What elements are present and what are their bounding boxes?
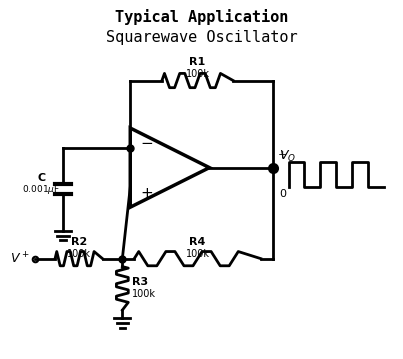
Text: $+$: $+$ (140, 186, 153, 201)
Text: 100k: 100k (67, 249, 91, 259)
Text: R1: R1 (189, 57, 206, 67)
Text: $V_O$: $V_O$ (279, 149, 296, 164)
Text: R4: R4 (189, 237, 206, 247)
Text: Squarewave Oscillator: Squarewave Oscillator (106, 29, 297, 45)
Text: 100k: 100k (185, 249, 210, 259)
Text: Typical Application: Typical Application (115, 9, 288, 25)
Text: $V^+$: $V^+$ (10, 251, 29, 266)
Text: 0.001$\mu$F: 0.001$\mu$F (22, 183, 60, 196)
Text: 0: 0 (279, 190, 286, 199)
Text: R2: R2 (71, 237, 87, 247)
Text: +: + (278, 150, 287, 160)
Text: $-$: $-$ (140, 134, 153, 149)
Text: 100k: 100k (185, 69, 210, 79)
Text: C: C (37, 173, 45, 182)
Text: R3: R3 (132, 278, 148, 288)
Text: 100k: 100k (132, 289, 156, 299)
